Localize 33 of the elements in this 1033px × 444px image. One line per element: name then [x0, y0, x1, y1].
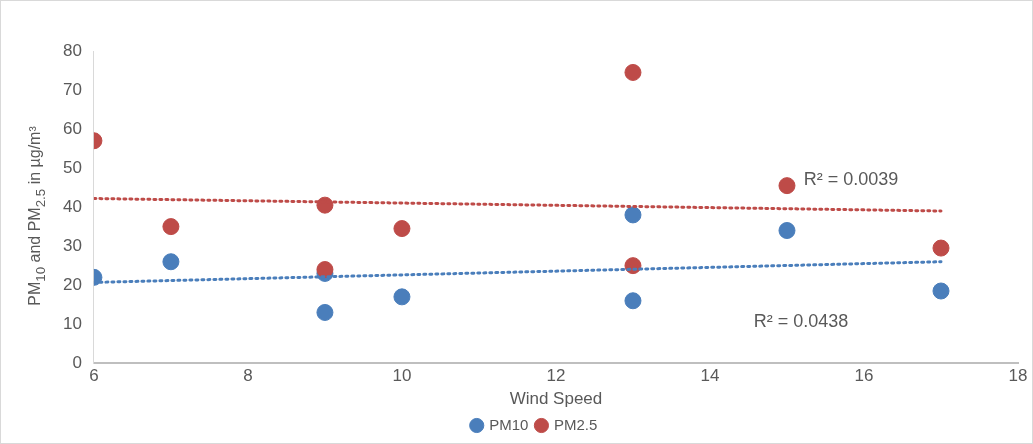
y-tick-label: 50 — [62, 157, 82, 177]
y-tick-label: 0 — [72, 352, 82, 372]
x-axis-title: Wind Speed — [509, 389, 603, 409]
x-tick-label: 10 — [392, 366, 412, 386]
point — [932, 282, 950, 300]
point — [624, 206, 642, 224]
point — [162, 253, 180, 271]
point — [393, 220, 411, 238]
point — [932, 239, 950, 257]
y-tick-label: 80 — [62, 40, 82, 60]
point — [778, 177, 796, 195]
y-tick-label: 30 — [62, 235, 82, 255]
y-tick-label: 10 — [62, 313, 82, 333]
x-tick-label: 6 — [89, 366, 99, 386]
legend-label: PM10 — [489, 415, 529, 433]
point — [316, 303, 334, 321]
x-tick-label: 18 — [1008, 366, 1028, 386]
x-tick-label: 12 — [546, 366, 566, 386]
y-tick-label: 60 — [62, 118, 82, 138]
y-tick-label: 40 — [62, 196, 82, 216]
y-tick-label: 70 — [62, 79, 82, 99]
legend-label: PM2.5 — [553, 415, 598, 433]
point — [624, 63, 642, 81]
point — [393, 288, 411, 306]
x-tick-label: 14 — [700, 366, 720, 386]
point — [162, 218, 180, 236]
y-tick-label: 20 — [62, 274, 82, 294]
annotation: R² = 0.0438 — [753, 310, 849, 331]
x-tick-label: 8 — [243, 366, 253, 386]
point — [778, 222, 796, 240]
x-tick-label: 16 — [854, 366, 874, 386]
annotation: R² = 0.0039 — [803, 168, 899, 189]
point — [624, 292, 642, 310]
